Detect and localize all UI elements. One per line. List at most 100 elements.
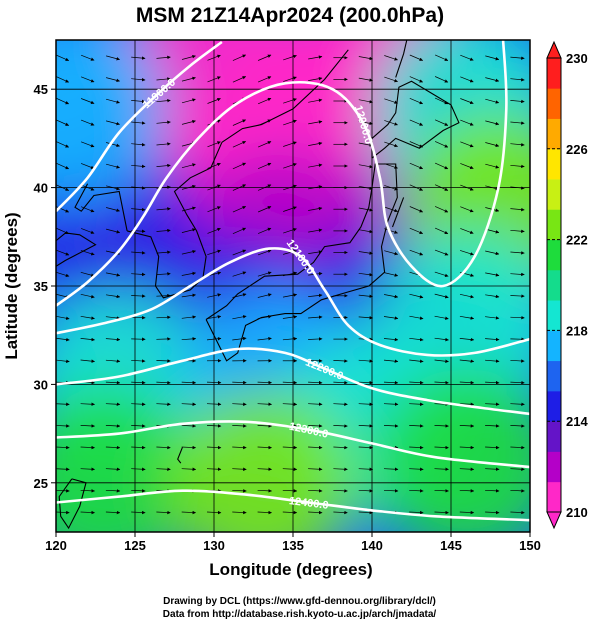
wind-arrow-336 — [384, 141, 398, 148]
wind-arrow-41 — [131, 467, 146, 471]
wind-arrow-98 — [131, 402, 146, 406]
wind-arrow-416 — [485, 55, 500, 61]
wind-arrow-67 — [308, 445, 323, 450]
wind-arrow-333 — [308, 141, 323, 146]
y-axis-label: Latitude (degrees) — [2, 212, 21, 359]
wind-arrow-161 — [282, 337, 298, 341]
wind-arrow-332 — [283, 141, 297, 147]
wind-arrow-46 — [257, 467, 272, 471]
wind-arrow-188 — [485, 316, 500, 320]
wind-arrow-50 — [358, 467, 374, 471]
wind-arrow-409 — [308, 55, 323, 60]
wind-arrow-224 — [434, 271, 449, 278]
wind-arrow-103 — [257, 402, 272, 406]
wind-arrow-49 — [333, 467, 348, 471]
wind-arrow-286 — [80, 184, 95, 191]
chart-title: MSM 21Z14Apr2024 (200.0hPa) — [136, 4, 444, 27]
wind-arrow-323 — [56, 141, 70, 148]
colorbar-min-triangle — [546, 511, 562, 530]
wind-arrow-241 — [384, 250, 399, 256]
wind-arrow-375 — [409, 97, 424, 105]
wind-arrow-92 — [459, 424, 475, 428]
wind-arrow-19 — [56, 489, 70, 493]
wind-arrow-246 — [510, 251, 525, 255]
colorbar-segment-14 — [547, 58, 561, 89]
wind-arrow-318 — [409, 162, 424, 170]
wind-arrow-404 — [181, 55, 196, 60]
wind-arrow-341 — [510, 142, 525, 147]
wind-arrow-308 — [156, 163, 171, 168]
wind-arrow-130 — [459, 380, 475, 385]
wind-arrow-4 — [156, 510, 171, 515]
wind-arrow-26 — [232, 489, 247, 493]
wind-arrow-53 — [434, 467, 449, 471]
wind-arrow-395 — [434, 76, 449, 83]
wind-arrow-129 — [434, 380, 449, 385]
colorbar-label-0: 210 — [566, 505, 588, 520]
wind-arrow-52 — [409, 467, 424, 471]
wind-arrow-269 — [131, 207, 146, 212]
wind-arrow-57 — [56, 445, 70, 450]
wind-arrow-340 — [485, 142, 500, 147]
wind-arrow-5 — [181, 510, 197, 515]
colorbar-label-3: 222 — [566, 233, 588, 248]
wind-arrow-69 — [358, 445, 374, 450]
wind-arrow-125 — [333, 380, 348, 385]
wind-arrow-346 — [156, 120, 171, 125]
wind-arrow-66 — [282, 445, 298, 450]
coastline-4 — [56, 232, 97, 267]
wind-arrow-158 — [206, 336, 222, 341]
wind-arrow-12 — [358, 510, 374, 515]
wind-arrow-382 — [106, 77, 120, 83]
coastline-6 — [177, 447, 183, 464]
wind-arrow-206 — [459, 293, 474, 299]
wind-arrow-363 — [106, 98, 120, 104]
wind-arrow-221 — [358, 272, 373, 277]
wind-arrow-231 — [131, 251, 146, 255]
x-tick-label-4: 140 — [361, 538, 383, 553]
wind-arrow-356 — [409, 119, 424, 126]
wind-arrow-43 — [181, 467, 197, 471]
wind-arrow-306 — [106, 163, 120, 169]
wind-arrow-252 — [181, 228, 196, 233]
wind-arrow-381 — [80, 76, 95, 83]
wind-arrow-400 — [80, 54, 95, 61]
wind-arrow-160 — [257, 336, 272, 341]
wind-arrow-305 — [80, 163, 95, 169]
wind-arrow-369 — [257, 97, 272, 105]
wind-arrow-284 — [510, 207, 525, 212]
wind-arrow-96 — [80, 402, 95, 406]
wind-arrow-65 — [257, 445, 272, 450]
wind-arrow-259 — [358, 229, 373, 234]
wind-arrow-193 — [131, 294, 146, 298]
wind-arrow-17 — [485, 510, 500, 515]
wind-arrow-173 — [105, 316, 121, 320]
wind-arrow-367 — [207, 97, 221, 104]
x-tick-label-3: 135 — [282, 538, 304, 553]
wind-arrow-68 — [333, 445, 348, 450]
wind-arrow-126 — [358, 380, 374, 385]
wind-arrow-20 — [80, 489, 95, 493]
wind-arrow-81 — [181, 424, 197, 428]
wind-arrow-192 — [105, 294, 121, 299]
wind-arrow-287 — [106, 185, 120, 191]
wind-arrow-376 — [434, 97, 449, 105]
wind-arrow-338 — [434, 141, 449, 148]
wind-arrow-326 — [131, 142, 146, 147]
wind-arrow-78 — [105, 424, 121, 428]
wind-arrow-149 — [459, 359, 475, 363]
coastline-3 — [74, 183, 128, 232]
wind-arrow-179 — [257, 315, 272, 320]
wind-arrow-199 — [282, 293, 298, 298]
wind-arrow-124 — [308, 380, 323, 385]
wind-arrow-177 — [207, 315, 222, 319]
wind-arrow-235 — [232, 249, 247, 256]
wind-arrow-355 — [384, 120, 398, 126]
wind-arrow-189 — [510, 315, 525, 320]
wind-arrow-55 — [485, 467, 500, 471]
wind-arrow-10 — [308, 510, 323, 515]
drawing-credit: Drawing by DCL (https://www.gfd-dennou.o… — [163, 596, 436, 607]
wind-arrow-362 — [80, 98, 95, 105]
wind-arrow-213 — [156, 272, 171, 276]
colorbar-segment-13 — [547, 88, 561, 119]
